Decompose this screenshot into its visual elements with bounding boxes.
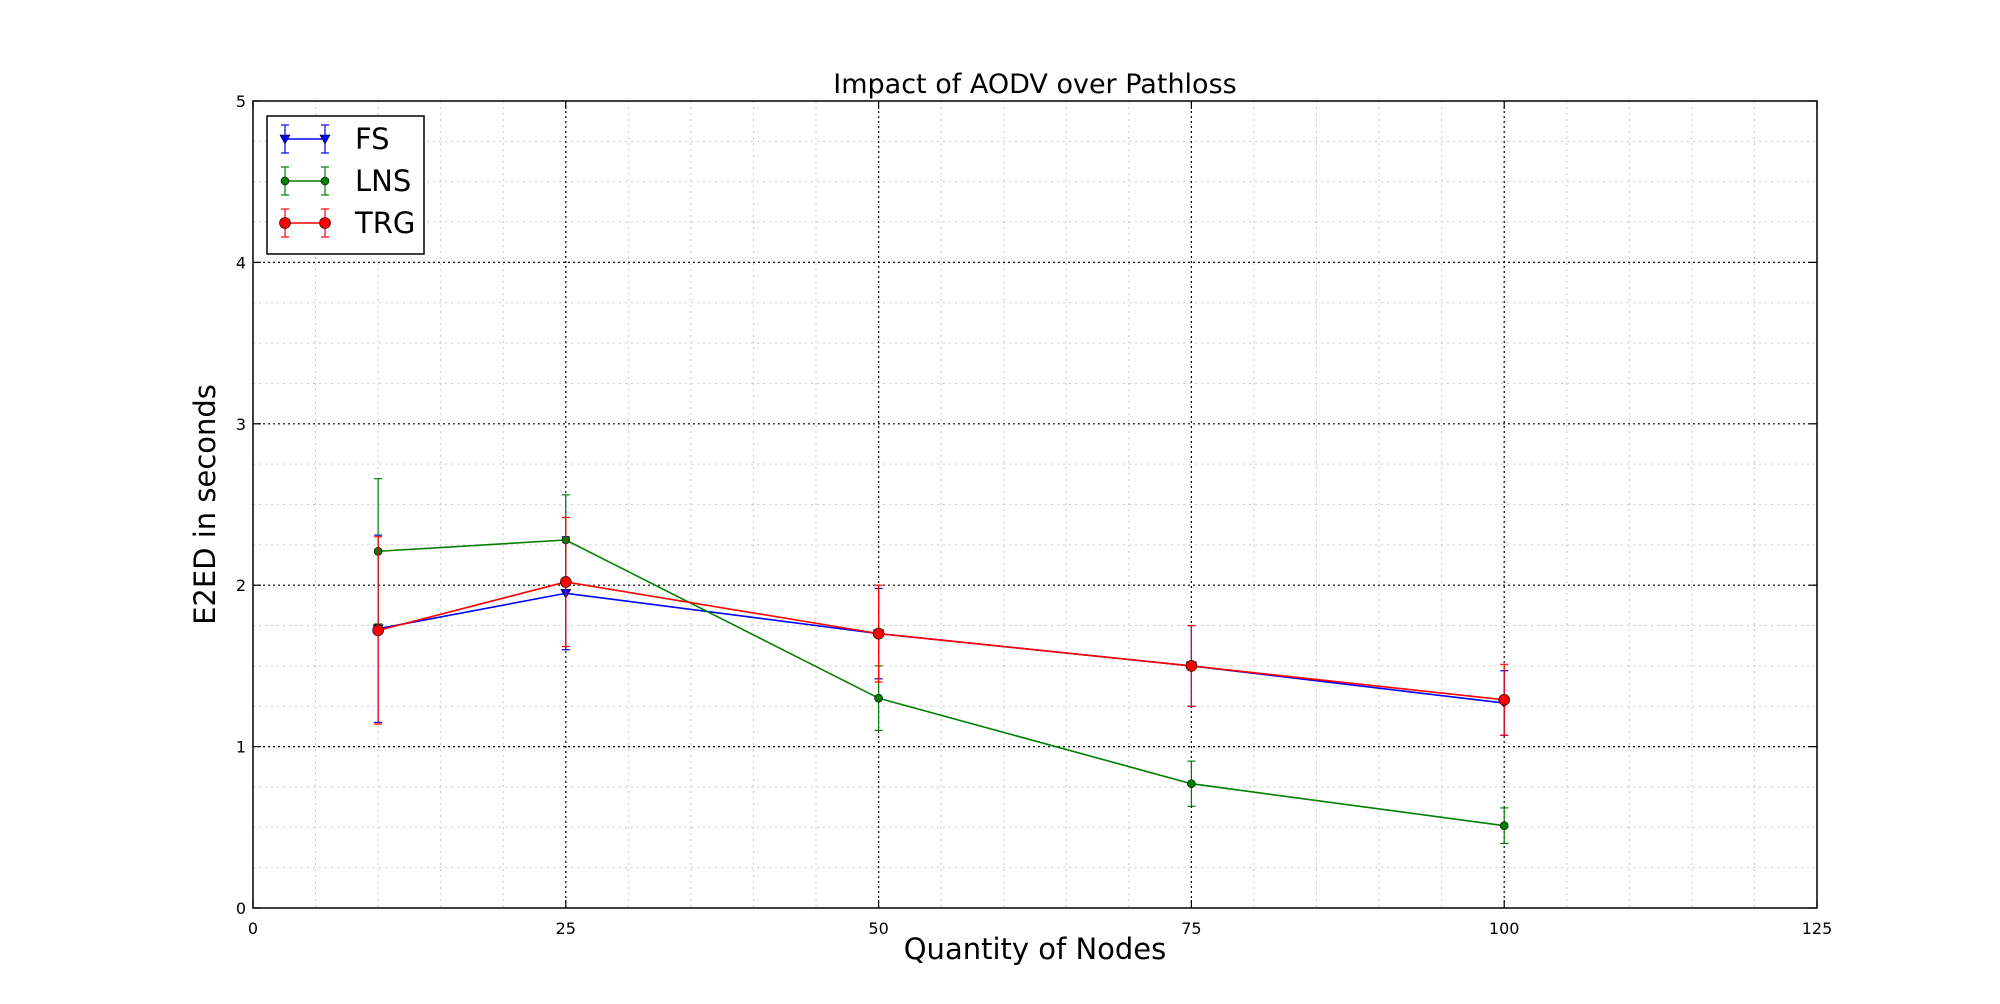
x-axis-label: Quantity of Nodes [904, 932, 1167, 966]
legend-label-lns: LNS [355, 164, 411, 198]
legend-items: FS LNS TRG [279, 122, 415, 240]
series-layer [372, 478, 1510, 845]
legend-marker-fs [279, 134, 291, 145]
y-tick-label: 2 [236, 576, 246, 595]
y-axis-label: E2ED in seconds [188, 384, 222, 625]
legend-label-fs: FS [355, 122, 390, 156]
x-tick-label: 125 [1802, 919, 1833, 938]
plot-frame [252, 100, 1818, 909]
y-tick-label: 5 [236, 92, 246, 111]
legend-marker-trg [319, 217, 331, 229]
data-point-lns [874, 693, 883, 703]
chart-title: Impact of AODV over Pathloss [833, 69, 1236, 100]
data-point-trg [872, 627, 885, 640]
legend-item-trg: TRG [279, 206, 415, 240]
major-grid [253, 101, 1817, 908]
x-tick-label: 25 [556, 919, 576, 938]
series-trg [372, 516, 1510, 736]
legend-marker-trg [279, 217, 291, 229]
data-point-lns [1187, 779, 1196, 789]
data-point-trg [559, 576, 572, 588]
legend-marker-lns [320, 176, 330, 186]
legend-marker-lns [280, 176, 290, 186]
axis-ticks: 0 25 50 75 100 125 0 1 2 3 4 5 [236, 92, 1832, 938]
y-tick-label: 1 [236, 738, 246, 757]
y-tick-label: 4 [236, 253, 246, 272]
data-point-trg [1498, 693, 1510, 706]
x-tick-label: 75 [1181, 919, 1201, 938]
x-tick-label: 50 [868, 919, 888, 938]
legend: FS LNS TRG [266, 115, 425, 255]
x-tick-label: 0 [248, 919, 258, 938]
y-tick-label: 3 [236, 415, 246, 434]
minor-grid [253, 101, 1817, 908]
data-point-trg [1185, 660, 1198, 672]
y-tick-label: 0 [236, 899, 246, 918]
x-tick-label: 100 [1489, 919, 1520, 938]
legend-label-trg: TRG [354, 206, 415, 240]
legend-item-fs: FS [279, 122, 390, 156]
legend-marker-fs [319, 134, 331, 145]
data-point-lns [1499, 821, 1509, 830]
data-point-trg [372, 624, 384, 637]
legend-item-lns: LNS [280, 164, 411, 198]
